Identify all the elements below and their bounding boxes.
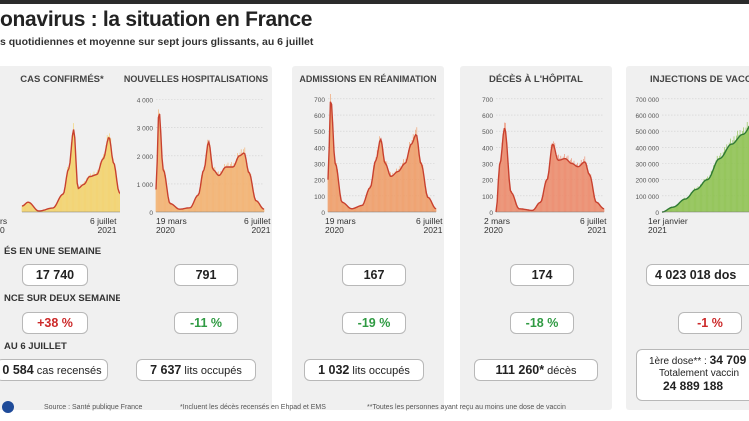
total-value: 7 637 lits occupés	[136, 359, 256, 381]
footer-note-vaccine: **Toutes les personnes ayant reçu au moi…	[367, 404, 566, 411]
y-tick-label: 300 000	[636, 162, 660, 169]
week-value: 167	[342, 264, 406, 286]
y-tick-label: 0	[655, 210, 659, 217]
y-tick-label: 4 000	[137, 98, 154, 105]
panel-hospitalisations: NOUVELLES HOSPITALISATIONS 0 1 000 2 000 3 …	[120, 66, 272, 410]
chart-deaths: 0 100 200 300 400 500 600 700	[482, 97, 605, 217]
x-label-end: 6 juillet 2021	[580, 216, 607, 235]
series-average-line	[327, 101, 437, 210]
x-label-start: 1er janvier 2021	[648, 216, 688, 235]
y-tick-label: 100 000	[636, 194, 660, 201]
week-value: 174	[510, 264, 574, 286]
y-tick-label: 300	[482, 162, 493, 169]
y-tick-label: 100	[482, 194, 493, 201]
y-tick-label: 600	[482, 113, 493, 120]
y-tick-label: 3 000	[137, 126, 154, 133]
trend-value: -1 %	[678, 312, 742, 334]
y-tick-label: 1 000	[137, 182, 154, 189]
y-tick-label: 400	[314, 145, 325, 152]
page-title: onavirus : la situation en France	[0, 8, 313, 31]
week-value: 17 740	[22, 264, 88, 286]
panel-reanimation: ADMISSIONS EN RÉANIMATION 0 100 200 300 400 5…	[292, 66, 444, 410]
total-label: AU 6 JUILLET	[4, 341, 67, 352]
panel-title: NOUVELLES HOSPITALISATIONS	[123, 74, 269, 84]
y-tick-label: 100	[314, 194, 325, 201]
vaccinated-box: 1ère dose** : 34 709 Totalement vaccin 2…	[636, 349, 749, 401]
series-average-line	[661, 125, 749, 213]
series-average-line	[155, 113, 265, 210]
page-subtitle: s quotidiennes et moyenne sur sept jours…	[0, 36, 314, 48]
y-tick-label: 500	[314, 129, 325, 136]
y-tick-label: 600 000	[636, 113, 660, 120]
panel-title: ADMISSIONS EN RÉANIMATION	[299, 74, 437, 84]
chart-cases	[21, 123, 131, 213]
x-label-start: 2 mars 2020	[484, 216, 510, 235]
trend-label: NCE SUR DEUX SEMAINES	[4, 293, 129, 304]
afp-logo-icon	[2, 401, 14, 413]
trend-value: -18 %	[510, 312, 574, 334]
x-label-end: 6 juillet 2021	[416, 216, 443, 235]
series-average-line	[21, 129, 131, 212]
panel-cases: CAS CONFIRMÉS* rs 0 6 juillet 2021 ÉS EN U…	[0, 66, 138, 410]
trend-value: -19 %	[342, 312, 406, 334]
chart-vaccination: 0 100 000 200 000 300 000 400 000 500 000 600 …	[636, 97, 749, 217]
y-tick-label: 700 000	[636, 97, 660, 104]
x-label-end: 6 juillet 2021	[244, 216, 271, 235]
y-tick-label: 200 000	[636, 178, 660, 185]
fully-vaccinated-value: 24 889 188	[663, 379, 724, 393]
y-tick-label: 500	[482, 129, 493, 136]
y-tick-label: 500 000	[636, 129, 660, 136]
top-bar	[0, 0, 749, 4]
series-average-line	[495, 127, 605, 213]
x-label-end: 6 juillet 2021	[90, 216, 117, 235]
y-tick-label: 700	[482, 97, 493, 104]
y-tick-label: 0	[489, 210, 493, 217]
panel-title: INJECTIONS DE VACC	[650, 74, 749, 85]
y-tick-label: 400	[482, 145, 493, 152]
y-tick-label: 300	[314, 162, 325, 169]
trend-value: -11 %	[174, 312, 238, 334]
panel-vaccination: INJECTIONS DE VACC 0 100 000 200 000 300 00…	[626, 66, 749, 410]
footer-source: Source : Santé publique France	[44, 404, 143, 411]
x-label-start: rs 0	[0, 216, 8, 235]
first-dose-line: 1ère dose** : 34 709	[649, 353, 747, 367]
y-tick-label: 700	[314, 97, 325, 104]
y-tick-label: 2 000	[137, 154, 154, 161]
x-label-start: 19 mars 2020	[156, 216, 187, 235]
y-tick-label: 0	[149, 210, 153, 217]
week-value: 791	[174, 264, 238, 286]
y-tick-label: 400 000	[636, 145, 660, 152]
fully-vaccinated-label: Totalement vaccin	[659, 368, 740, 379]
total-value: 0 584 cas recensés	[0, 359, 108, 381]
panel-title: CAS CONFIRMÉS*	[20, 74, 104, 85]
y-tick-label: 0	[321, 210, 325, 217]
x-label-start: 19 mars 2020	[325, 216, 356, 235]
y-tick-label: 200	[482, 178, 493, 185]
total-value: 1 032 lits occupés	[304, 359, 424, 381]
total-value: 111 260* décès	[474, 359, 598, 381]
chart-reanimation: 0 100 200 300 400 500 600 700	[314, 94, 437, 217]
series-area	[662, 126, 749, 212]
panel-title: DÉCÈS À L'HÔPITAL	[489, 74, 583, 85]
week-value: 4 023 018 dos	[646, 264, 749, 286]
y-tick-label: 200	[314, 178, 325, 185]
week-label: ÉS EN UNE SEMAINE	[4, 246, 102, 257]
chart-hospitalisations: 0 1 000 2 000 3 000 4 000	[137, 98, 265, 217]
footer-note-deaths: *Incluent les décès recensés en Ehpad et…	[180, 404, 326, 411]
y-tick-label: 600	[314, 113, 325, 120]
panel-deaths: DÉCÈS À L'HÔPITAL 0 100 200 300 400 500 600 700…	[460, 66, 612, 410]
trend-value: +38 %	[22, 312, 88, 334]
